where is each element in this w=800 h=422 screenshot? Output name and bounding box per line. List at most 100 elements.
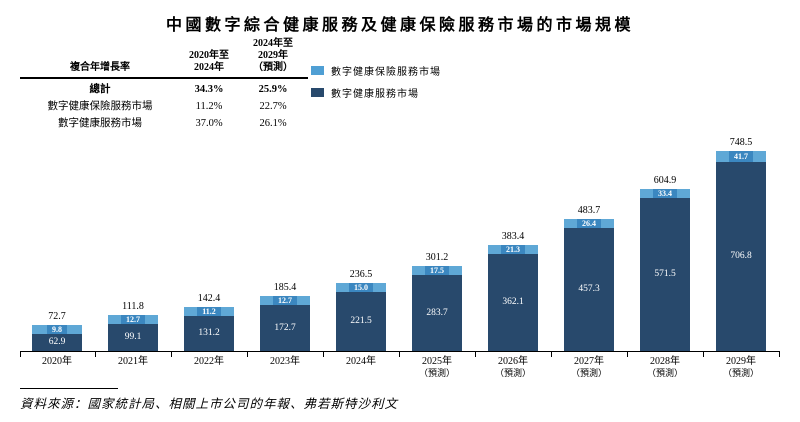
bar-segment-services: 283.7 xyxy=(412,274,462,351)
legend-item-services: 數字健康服務市場 xyxy=(311,85,441,100)
x-axis-label-2021年: 2021年 xyxy=(95,356,171,367)
bar-segment-services: 571.5 xyxy=(640,197,690,351)
cagr-header-metric: 複合年增長率 xyxy=(70,62,130,73)
source-note: 資料來源：國家統計局、相關上市公司的年報、弗若斯特沙利文 xyxy=(20,397,399,411)
segment-value-insurance: 26.4 xyxy=(577,218,601,228)
bar-segment-services: 99.1 xyxy=(108,323,158,351)
axis-tick xyxy=(399,352,400,357)
cagr-table-header: 複合年增長率 2020年至 2024年 2024年至 2029年 （預測） xyxy=(20,38,308,74)
row-label: 數字健康保險服務市場 xyxy=(47,101,153,112)
legend-label: 數字健康服務市場 xyxy=(331,89,419,100)
x-axis-label-2028年: 2028年 （預測） xyxy=(627,356,703,379)
row-cagr-2024-2029: 25.9% xyxy=(258,84,288,95)
legend-swatch-insurance-icon xyxy=(311,66,324,75)
bar-2026年: 21.3 362.1 xyxy=(488,244,538,351)
segment-value-insurance: 17.5 xyxy=(425,265,449,275)
chart-area: 9.8 62.9 72.7 2020年 12.7 99.1 111.8 2021年 11.2 13… xyxy=(20,137,780,378)
row-cagr-2020-2024: 11.2% xyxy=(195,101,223,112)
row-cagr-2020-2024: 37.0% xyxy=(195,118,223,129)
row-cagr-2024-2029: 22.7% xyxy=(259,101,287,112)
x-axis-year-label: 2025年 xyxy=(422,356,452,367)
bar-total-label: 383.4 xyxy=(501,231,525,242)
bar-total-label: 72.7 xyxy=(48,311,66,322)
axis-tick xyxy=(20,352,21,357)
axis-tick xyxy=(627,352,628,357)
bar-2029年: 41.7 706.8 xyxy=(716,150,766,351)
x-axis-year-label: 2020年 xyxy=(42,356,72,367)
bar-total-label: 185.4 xyxy=(273,282,297,293)
legend-item-insurance: 數字健康保險服務市場 xyxy=(311,63,441,78)
x-axis-year-label: 2023年 xyxy=(270,356,300,367)
row-cagr-2020-2024: 34.3% xyxy=(194,84,224,95)
bar-2021年: 12.7 99.1 xyxy=(108,314,158,351)
chart-legend: 數字健康保險服務市場 數字健康服務市場 xyxy=(311,63,441,107)
legend-label: 數字健康保險服務市場 xyxy=(331,67,441,78)
x-axis-year-label: 2028年 xyxy=(650,356,680,367)
cagr-header-line: （預測） xyxy=(253,62,293,73)
table-row-services: 數字健康服務市場 37.0% 26.1% xyxy=(20,118,308,130)
bar-segment-insurance: 41.7 xyxy=(716,150,766,162)
bar-total-label: 111.8 xyxy=(122,301,144,312)
bar-total-label: 604.9 xyxy=(653,175,677,186)
bar-segment-services: 172.7 xyxy=(260,304,310,351)
segment-value-insurance: 11.2 xyxy=(197,306,221,316)
x-axis-year-label: 2029年 xyxy=(726,356,756,367)
x-axis-label-2023年: 2023年 xyxy=(247,356,323,367)
x-axis-label-2025年: 2025年 （預測） xyxy=(399,356,475,379)
bar-segment-services: 221.5 xyxy=(336,291,386,351)
axis-tick xyxy=(779,352,780,357)
bar-segment-insurance: 15.0 xyxy=(336,282,386,292)
axis-tick xyxy=(95,352,96,357)
bar-total-label: 748.5 xyxy=(729,137,753,148)
bar-segment-insurance: 9.8 xyxy=(32,324,82,334)
x-axis-year-label: 2026年 xyxy=(498,356,528,367)
page-title: 中國數字綜合健康服務及健康保險服務市場的市場規模 xyxy=(165,17,634,34)
cagr-header-line: 2029年 xyxy=(258,50,288,61)
row-cagr-2024-2029: 26.1% xyxy=(259,118,287,129)
bar-segment-insurance: 33.4 xyxy=(640,188,690,198)
x-axis-year-label: 2024年 xyxy=(346,356,376,367)
segment-value-insurance: 21.3 xyxy=(501,244,525,254)
axis-tick xyxy=(475,352,476,357)
cagr-header-line: 2020年至 xyxy=(189,50,229,61)
x-axis-year-label: 2022年 xyxy=(194,356,224,367)
bar-segment-insurance: 12.7 xyxy=(108,314,158,324)
table-header-rule xyxy=(20,77,308,79)
axis-tick xyxy=(551,352,552,357)
x-axis-year-label: 2021年 xyxy=(118,356,148,367)
x-axis-label-2029年: 2029年 （預測） xyxy=(703,356,779,379)
bar-segment-services: 62.9 xyxy=(32,333,82,351)
bar-segment-services: 131.2 xyxy=(184,315,234,351)
row-label: 數字健康服務市場 xyxy=(58,118,142,129)
bar-segment-insurance: 11.2 xyxy=(184,306,234,316)
bar-total-label: 236.5 xyxy=(349,269,373,280)
segment-value-insurance: 12.7 xyxy=(273,295,297,305)
bar-total-label: 483.7 xyxy=(577,205,601,216)
bar-total-label: 142.4 xyxy=(197,293,221,304)
bar-segment-services: 362.1 xyxy=(488,253,538,351)
segment-value-insurance: 12.7 xyxy=(121,314,145,324)
bar-2022年: 11.2 131.2 xyxy=(184,306,234,351)
bar-2025年: 17.5 283.7 xyxy=(412,265,462,351)
x-axis-label-2026年: 2026年 （預測） xyxy=(475,356,551,379)
cagr-table: 複合年增長率 2020年至 2024年 2024年至 2029年 （預測） 總計… xyxy=(20,38,308,130)
table-row-insurance: 數字健康保險服務市場 11.2% 22.7% xyxy=(20,101,308,113)
segment-value-insurance: 33.4 xyxy=(653,188,677,198)
x-axis-forecast-label: （預測） xyxy=(570,368,607,378)
x-axis-forecast-label: （預測） xyxy=(494,368,531,378)
x-axis-year-label: 2027年 xyxy=(574,356,604,367)
bar-2024年: 15.0 221.5 xyxy=(336,282,386,351)
cagr-header-period-2020-2024: 2020年至 2024年 xyxy=(180,50,238,74)
x-axis-line xyxy=(20,350,780,352)
segment-value-insurance: 9.8 xyxy=(47,324,67,334)
x-axis-label-2027年: 2027年 （預測） xyxy=(551,356,627,379)
cagr-header-line: 2024年至 xyxy=(253,38,293,49)
cagr-header-line: 2024年 xyxy=(194,62,224,73)
x-axis-label-2024年: 2024年 xyxy=(323,356,399,367)
bar-2028年: 33.4 571.5 xyxy=(640,188,690,351)
axis-tick xyxy=(171,352,172,357)
axis-tick xyxy=(323,352,324,357)
row-label: 總計 xyxy=(89,84,111,95)
bar-2023年: 12.7 172.7 xyxy=(260,295,310,351)
